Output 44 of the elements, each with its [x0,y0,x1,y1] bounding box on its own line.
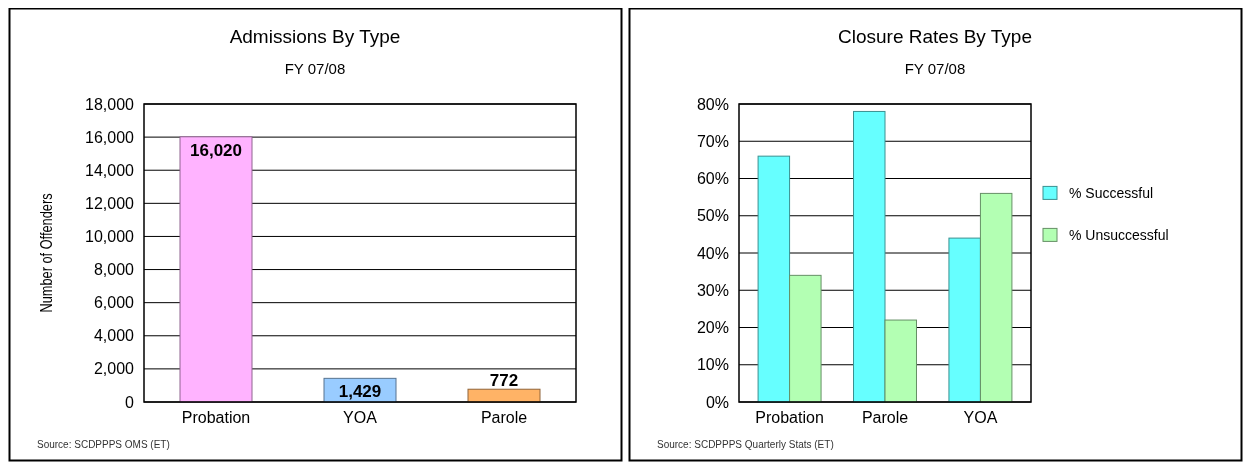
y-tick-label: 12,000 [85,194,135,212]
y-tick-label: 6,000 [93,294,135,312]
data-label: 1,429 [338,382,382,402]
y-tick-label: 0 [125,393,135,411]
y-tick-label: 2,000 [93,360,135,378]
y-tick-label: 0% [705,393,729,411]
x-tick-label: Probation [181,409,251,426]
data-label: 772 [489,371,519,391]
y-tick-label: 10% [696,356,729,374]
y-tick-label: 60% [696,170,729,188]
y-tick-label: 50% [696,207,729,225]
chart-title: Closure Rates By Type [838,26,1032,47]
chart-subtitle: FY 07/08 [284,60,346,77]
chart-title: Admissions By Type [229,26,401,47]
x-tick-label: Parole [480,409,528,426]
x-tick-label: YOA [343,409,378,426]
y-tick-label: 30% [696,281,729,299]
bar [757,155,791,403]
y-tick-label: 80% [696,95,729,113]
x-tick-label: Parole [861,409,909,426]
y-tick-label: 16,000 [85,128,135,146]
y-tick-label: 18,000 [85,95,135,113]
y-tick-label: 14,000 [85,161,135,179]
legend-label: % Successful [1069,185,1154,202]
bar [179,136,253,403]
bar [884,319,917,403]
chart-subtitle: FY 07/08 [904,60,966,77]
y-tick-label: 40% [696,244,729,262]
data-label: 16,020 [190,140,242,160]
y-tick-label: 4,000 [93,327,135,345]
bar [948,237,981,403]
y-tick-label: 10,000 [85,228,135,246]
y-tick-label: 70% [696,132,729,150]
bar [853,110,886,403]
x-tick-label: YOA [963,409,998,426]
bar [789,274,822,403]
y-tick-label: 8,000 [93,261,135,279]
source-note: Source: SCDPPPS Quarterly Stats (ET) [657,439,834,450]
legend-label: % Unsuccessful [1069,227,1169,244]
source-note: Source: SCDPPPS OMS (ET) [37,439,170,450]
x-tick-label: Probation [755,409,824,426]
bar [979,192,1013,403]
y-axis-title: Number of Offenders [37,193,56,313]
y-tick-label: 20% [696,319,729,337]
